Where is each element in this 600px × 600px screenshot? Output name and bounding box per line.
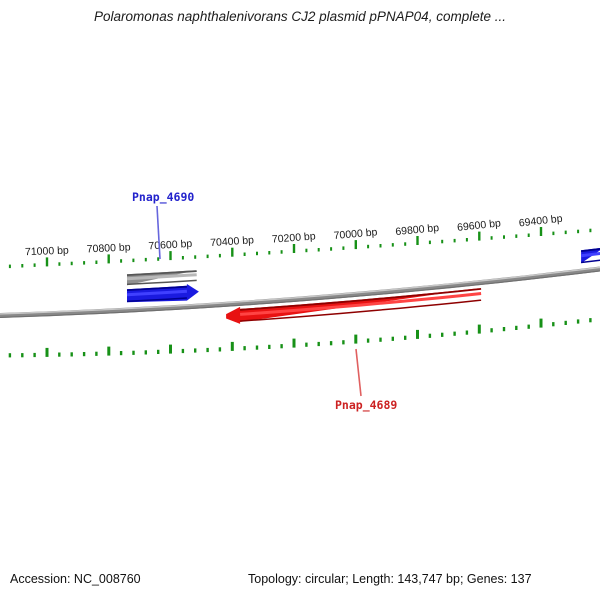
upper-ruler-ticks xyxy=(8,227,592,269)
ruler-label: 70000 bp xyxy=(333,226,378,242)
ruler-label: 69800 bp xyxy=(395,222,440,238)
ruler-label: 69400 bp xyxy=(518,213,563,230)
ruler-label: 70400 bp xyxy=(210,234,255,249)
gene-label-pnap-4689[interactable]: Pnap_4689 xyxy=(335,398,398,412)
gene-label-pnap-4690[interactable]: Pnap_4690 xyxy=(132,190,195,204)
topology-text: Topology: circular; Length: 143,747 bp; … xyxy=(248,572,532,586)
label-callout-lines xyxy=(156,205,362,397)
plasmid-ring-line xyxy=(0,266,600,318)
accession-text: Accession: NC_008760 xyxy=(10,572,141,586)
sequence-title: Polaromonas naphthalenivorans CJ2 plasmi… xyxy=(94,9,506,24)
gene-partial-right-arrow[interactable] xyxy=(580,248,600,264)
ruler-label: 70600 bp xyxy=(148,238,193,253)
pnap-4689-callout-line xyxy=(355,348,362,397)
gene-pnap-4690-arrow[interactable] xyxy=(126,284,199,303)
pnap-4690-callout-line xyxy=(156,205,161,260)
ruler-label: 70200 bp xyxy=(271,230,316,245)
ruler-label: 71000 bp xyxy=(25,245,69,259)
gene-pnap-4689-arrow[interactable] xyxy=(226,288,482,324)
ruler-label: 69600 bp xyxy=(457,217,502,233)
misc-feature-arrow[interactable] xyxy=(126,270,197,286)
ruler-label: 70800 bp xyxy=(86,241,130,255)
lower-ruler-ticks xyxy=(8,318,592,358)
